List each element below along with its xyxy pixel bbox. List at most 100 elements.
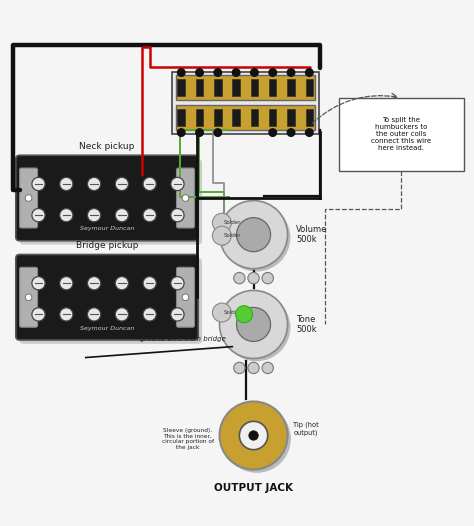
FancyBboxPatch shape	[19, 267, 37, 327]
Circle shape	[88, 177, 100, 190]
Circle shape	[222, 204, 291, 271]
Circle shape	[171, 208, 184, 222]
Circle shape	[60, 308, 73, 321]
Bar	[269, 109, 276, 126]
Circle shape	[248, 362, 259, 373]
Circle shape	[196, 129, 203, 136]
Bar	[196, 109, 203, 126]
Circle shape	[214, 69, 222, 76]
Text: To split the
humbuckers to
the outer coils
connect this wire
here instead.: To split the humbuckers to the outer coi…	[371, 117, 431, 151]
Bar	[306, 109, 313, 126]
Circle shape	[219, 401, 288, 470]
Circle shape	[115, 277, 128, 290]
Circle shape	[143, 177, 156, 190]
Circle shape	[88, 308, 100, 321]
Circle shape	[236, 306, 253, 323]
Circle shape	[223, 405, 291, 473]
Circle shape	[234, 362, 245, 373]
Circle shape	[182, 195, 189, 201]
Circle shape	[60, 208, 73, 222]
Text: Bridge pickup: Bridge pickup	[76, 241, 138, 250]
Bar	[306, 79, 313, 96]
Circle shape	[262, 272, 273, 284]
Bar	[177, 109, 185, 126]
Circle shape	[287, 69, 295, 76]
Circle shape	[115, 308, 128, 321]
Text: ground wire from bridge: ground wire from bridge	[140, 336, 226, 342]
Bar	[172, 72, 319, 134]
Circle shape	[115, 208, 128, 222]
Circle shape	[219, 200, 288, 269]
Circle shape	[237, 218, 271, 251]
Text: Solder: Solder	[224, 220, 241, 225]
FancyBboxPatch shape	[176, 267, 194, 327]
Circle shape	[25, 294, 32, 300]
Circle shape	[234, 272, 245, 284]
Circle shape	[32, 277, 45, 290]
Circle shape	[177, 129, 185, 136]
Bar	[196, 79, 203, 96]
Circle shape	[143, 208, 156, 222]
FancyBboxPatch shape	[176, 168, 194, 228]
Bar	[287, 109, 295, 126]
FancyBboxPatch shape	[338, 98, 464, 171]
Circle shape	[262, 362, 273, 373]
FancyBboxPatch shape	[16, 155, 198, 241]
Bar	[269, 79, 276, 96]
Circle shape	[248, 272, 259, 284]
Bar	[251, 79, 258, 96]
FancyBboxPatch shape	[19, 168, 37, 228]
Circle shape	[269, 129, 276, 136]
Circle shape	[219, 290, 288, 358]
Text: Solder: Solder	[224, 233, 241, 238]
Circle shape	[212, 226, 231, 245]
Text: Sleeve (ground).
This is the inner,
circular portion of
the jack: Sleeve (ground). This is the inner, circ…	[162, 428, 214, 450]
Circle shape	[212, 213, 231, 232]
Text: Solder: Solder	[224, 310, 241, 315]
Circle shape	[177, 69, 185, 76]
Circle shape	[32, 177, 45, 190]
Circle shape	[143, 277, 156, 290]
Circle shape	[232, 69, 240, 76]
Circle shape	[214, 129, 222, 136]
Circle shape	[196, 69, 203, 76]
Circle shape	[222, 294, 291, 361]
Circle shape	[306, 69, 313, 76]
Text: Seymour Duncan: Seymour Duncan	[80, 226, 134, 231]
Circle shape	[239, 421, 268, 450]
Bar	[251, 109, 258, 126]
Text: Volume
500k: Volume 500k	[296, 225, 328, 245]
Circle shape	[287, 129, 295, 136]
Circle shape	[88, 208, 100, 222]
Bar	[287, 79, 295, 96]
Bar	[175, 75, 315, 100]
Circle shape	[171, 308, 184, 321]
Circle shape	[237, 307, 271, 341]
Circle shape	[60, 177, 73, 190]
Text: OUTPUT JACK: OUTPUT JACK	[214, 483, 293, 493]
Bar	[232, 79, 240, 96]
Circle shape	[171, 277, 184, 290]
Circle shape	[25, 195, 32, 201]
Bar	[214, 79, 222, 96]
Text: Seymour Duncan: Seymour Duncan	[80, 326, 134, 330]
FancyBboxPatch shape	[19, 258, 202, 344]
FancyBboxPatch shape	[16, 255, 198, 340]
Bar	[232, 109, 240, 126]
Circle shape	[269, 69, 276, 76]
Circle shape	[88, 277, 100, 290]
Circle shape	[249, 431, 258, 440]
Bar	[177, 79, 185, 96]
Circle shape	[212, 303, 231, 322]
FancyBboxPatch shape	[19, 159, 202, 245]
Circle shape	[143, 308, 156, 321]
Bar	[175, 105, 315, 130]
Circle shape	[60, 277, 73, 290]
Text: Tone
500k: Tone 500k	[296, 315, 317, 334]
Text: Neck pickup: Neck pickup	[79, 141, 135, 150]
Text: Tip (hot
output): Tip (hot output)	[293, 422, 319, 436]
Circle shape	[171, 177, 184, 190]
Bar	[214, 109, 222, 126]
Circle shape	[32, 308, 45, 321]
Circle shape	[182, 294, 189, 300]
